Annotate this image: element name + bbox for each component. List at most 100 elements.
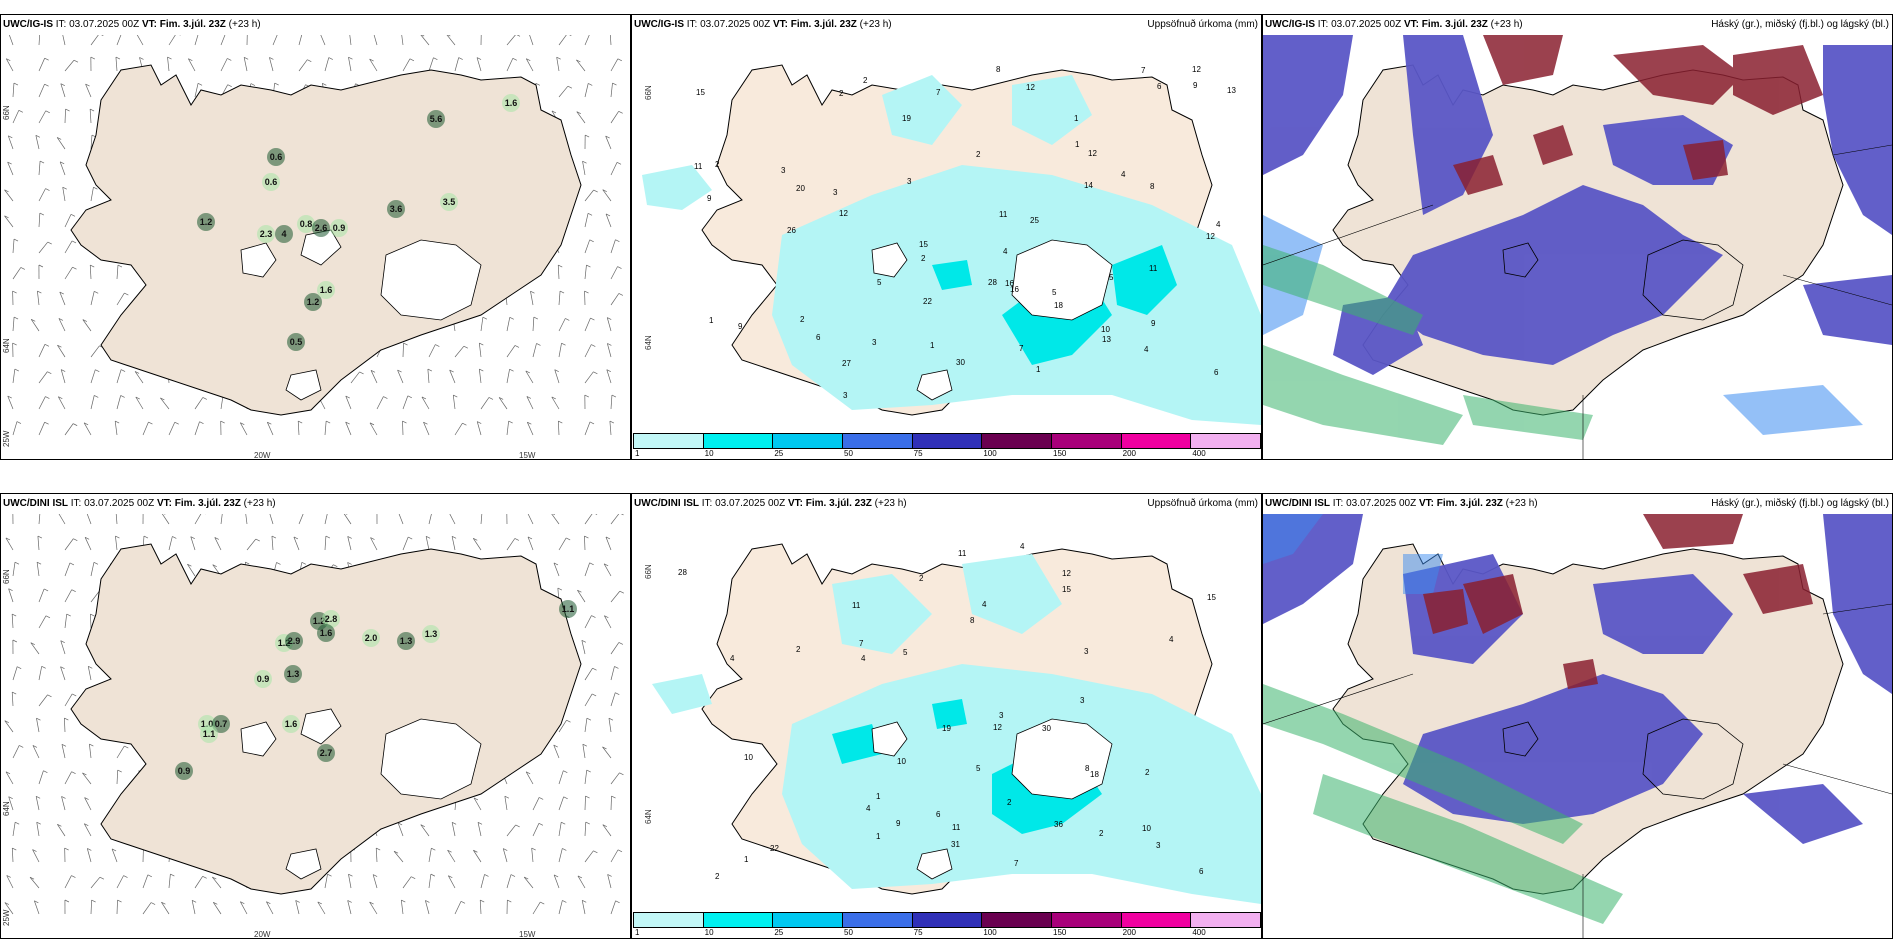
wind-barb-flag <box>463 345 469 349</box>
wind-barb <box>90 291 95 306</box>
wind-barb <box>602 824 612 837</box>
panel-header: UWC/DINI ISL IT: 03.07.2025 00Z VT: Fim.… <box>1263 494 1892 514</box>
wind-barb <box>116 875 124 889</box>
wind-barb <box>526 396 534 410</box>
wind-barb <box>584 795 586 811</box>
wind-barb-flag <box>84 823 89 827</box>
wind-barb <box>38 396 46 410</box>
wind-barb-flag <box>582 743 588 747</box>
wind-barb-flag <box>607 317 612 320</box>
wind-barb <box>584 770 588 785</box>
map-wind-showers[interactable]: 0.60.61.22.3 40.8 2.6 0.95.61.63.63.51.21.6… <box>1 15 630 459</box>
precip-value: 4 <box>1003 247 1008 256</box>
wind-barb-flag <box>567 85 573 89</box>
wind-barb-flag <box>65 108 70 112</box>
wind-barb-flag <box>12 342 17 346</box>
wind-barb <box>85 83 92 98</box>
wind-barb-flag <box>327 873 332 877</box>
wind-barb-flag <box>16 421 22 424</box>
wind-barb <box>397 369 404 384</box>
wind-barb <box>478 343 482 358</box>
wind-barb-flag <box>409 58 415 62</box>
wind-barb <box>558 318 566 332</box>
wind-barb-flag <box>31 319 36 322</box>
lon-label-15: 15W <box>519 451 536 460</box>
wind-barb <box>7 395 14 410</box>
wind-barb <box>116 265 119 280</box>
wind-barb-flag <box>45 396 50 399</box>
map-clouds[interactable] <box>1263 15 1892 459</box>
precip-value: 11 <box>958 549 967 558</box>
wind-barb-flag <box>617 58 622 62</box>
wind-barb <box>584 693 593 707</box>
wind-barb <box>90 899 92 915</box>
wind-barb-flag <box>473 538 478 541</box>
wind-barb-flag <box>514 538 520 541</box>
wind-barb-flag <box>170 873 175 877</box>
wind-barb <box>605 135 612 150</box>
precip-value: 12 <box>1088 149 1097 158</box>
wind-barb-flag <box>411 876 416 879</box>
wind-barb <box>220 58 228 72</box>
wind-barb-flag <box>298 420 303 424</box>
wind-barb <box>506 421 509 436</box>
wind-barb-flag <box>619 772 624 776</box>
wind-barb-flag <box>47 241 52 245</box>
wind-barb <box>64 771 72 785</box>
wind-barb <box>61 744 66 759</box>
wind-barb-flag <box>94 291 99 294</box>
wind-barb-flag <box>510 874 516 877</box>
shower-value: 3.6 <box>390 204 403 214</box>
wind-barb-flag <box>605 536 611 540</box>
wind-barb <box>89 109 92 124</box>
wind-barb <box>451 822 456 837</box>
wind-barb <box>295 900 300 915</box>
precip-value: 30 <box>1042 724 1051 733</box>
colorbar-swatch <box>1190 912 1261 928</box>
wind-barb-flag <box>295 900 300 903</box>
wind-barb <box>293 536 300 551</box>
wind-barb-flag <box>453 394 458 398</box>
colorbar-tick: 100 <box>983 928 997 937</box>
wind-barb <box>160 512 170 525</box>
colorbar-tick: 200 <box>1122 449 1137 458</box>
wind-barb <box>608 718 612 733</box>
wind-barb-flag <box>348 873 353 877</box>
wind-barb-flag <box>11 613 17 617</box>
colorbar-tick: 400 <box>1192 449 1206 458</box>
colorbar-tick: 1 <box>635 928 640 937</box>
wind-barb <box>584 265 587 280</box>
high-cloud <box>1423 514 1813 689</box>
wind-barb <box>553 744 560 759</box>
wind-barb-flag <box>37 535 43 539</box>
wind-barb-flag <box>84 536 90 540</box>
wind-barb-flag <box>602 824 607 827</box>
wind-barb-flag <box>397 369 402 373</box>
wind-barb <box>35 796 40 811</box>
wind-barb <box>347 900 352 915</box>
precip-value: 4 <box>1216 220 1221 229</box>
precip-value: 3 <box>999 711 1004 720</box>
precip-value: 4 <box>1169 635 1174 644</box>
glaciers <box>240 229 482 401</box>
wind-barb-flag <box>611 795 616 799</box>
wind-barb-flag <box>61 796 66 799</box>
map-wind-showers[interactable]: 1.2 2.81.61.22.9 2.0 1.31.31.10.9 1.31.0 0.71… <box>1 494 630 938</box>
wind-barb <box>59 161 66 176</box>
precip-value: 11 <box>1149 264 1158 273</box>
lat-label-64: 64N <box>2 338 11 353</box>
wind-barb-flag <box>553 874 559 878</box>
wind-barb <box>239 422 248 436</box>
map-clouds[interactable] <box>1263 494 1892 938</box>
wind-barb <box>5 771 14 785</box>
wind-barb <box>64 538 74 551</box>
wind-barb-flag <box>267 421 272 425</box>
precip-value: 1 <box>1036 365 1041 374</box>
wind-barb-flag <box>14 368 19 372</box>
wind-barb-flag <box>589 562 594 566</box>
wind-barb-flag <box>585 134 590 138</box>
shower-value: 1.3 <box>425 629 438 639</box>
